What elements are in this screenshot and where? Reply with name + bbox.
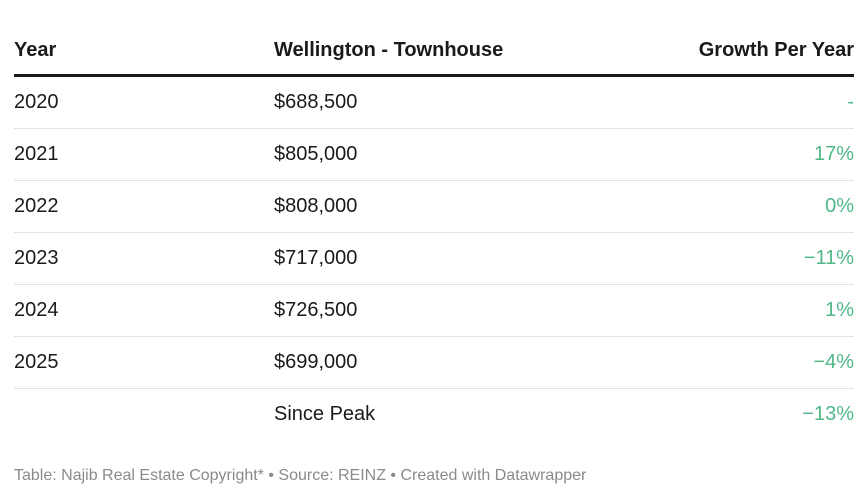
data-table: Year Wellington - Townhouse Growth Per Y…: [14, 26, 854, 440]
price-cell: $808,000: [274, 195, 358, 217]
price-cell: $688,500: [274, 91, 358, 113]
growth-cell: −4%: [813, 351, 854, 373]
growth-cell: −11%: [803, 247, 854, 269]
header-year: Year: [14, 38, 57, 61]
year-cell: 2024: [14, 299, 59, 321]
table-footer: Table: Najib Real Estate Copyright* • So…: [14, 467, 587, 484]
since-peak-growth: −13%: [802, 403, 854, 425]
table-row: 2023 $717,000 −11%: [14, 233, 854, 285]
header-price: Wellington - Townhouse: [274, 38, 504, 61]
year-cell: 2022: [14, 195, 59, 217]
price-cell: $699,000: [274, 351, 358, 373]
table-header: Year Wellington - Townhouse Growth Per Y…: [14, 26, 854, 77]
since-peak-label: Since Peak: [274, 403, 376, 425]
table-row: 2025 $699,000 −4%: [14, 337, 854, 389]
year-cell: 2020: [14, 91, 59, 113]
table-row: 2021 $805,000 17%: [14, 129, 854, 181]
year-cell: 2025: [14, 351, 59, 373]
year-cell: 2023: [14, 247, 59, 269]
growth-cell: 17%: [813, 143, 854, 165]
price-cell: $717,000: [274, 247, 358, 269]
table-row: 2020 $688,500 -: [14, 77, 854, 129]
table-row: 2024 $726,500 1%: [14, 285, 854, 337]
growth-cell: 0%: [825, 195, 854, 217]
header-growth: Growth Per Year: [698, 38, 854, 61]
price-cell: $805,000: [274, 143, 358, 165]
growth-cell: 1%: [825, 299, 854, 321]
table-row: 2022 $808,000 0%: [14, 181, 854, 233]
growth-cell: -: [847, 91, 854, 113]
price-cell: $726,500: [274, 299, 358, 321]
year-cell: 2021: [14, 143, 59, 165]
summary-row: Since Peak −13%: [14, 389, 854, 440]
